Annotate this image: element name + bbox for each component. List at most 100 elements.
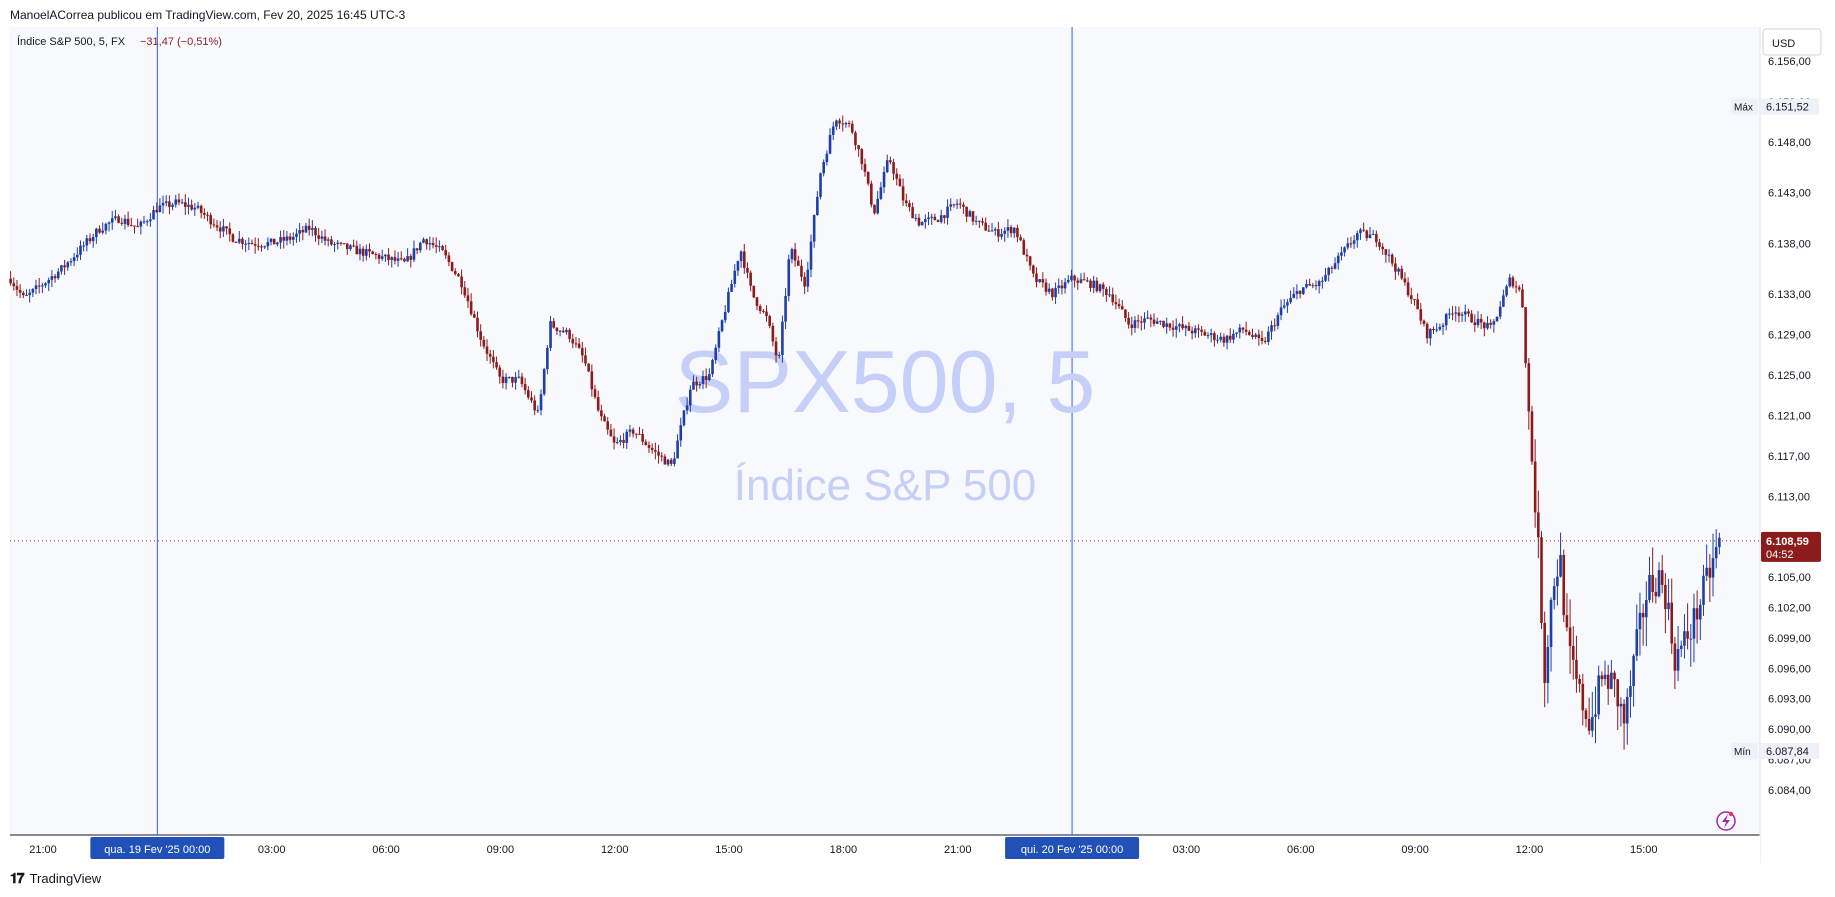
legend[interactable]: Índice S&P 500, 5, FX −31,47 (−0,51%) <box>17 35 222 48</box>
candle-453 <box>1448 308 1451 319</box>
candle-354 <box>1133 316 1137 333</box>
candle-390 <box>1247 330 1251 336</box>
candle-456 <box>1457 306 1461 323</box>
candle-290 <box>930 213 933 225</box>
candle-319 <box>1022 238 1026 256</box>
candle-371 <box>1187 321 1191 332</box>
candle-188 <box>606 417 610 435</box>
candle-175 <box>565 327 568 335</box>
candle-514 <box>1641 603 1645 646</box>
candle-83 <box>272 238 276 245</box>
candle-59 <box>196 201 200 210</box>
candle-527 <box>1683 613 1686 659</box>
candle-347 <box>1111 287 1115 306</box>
candle-434 <box>1387 248 1391 263</box>
candle-366 <box>1171 320 1175 337</box>
candle-525 <box>1676 626 1680 681</box>
candle-147 <box>476 311 479 338</box>
candle-202 <box>650 443 654 454</box>
legend-symbol[interactable]: Índice S&P 500, 5, FX <box>17 35 126 48</box>
candle-193 <box>622 432 625 449</box>
candle-351 <box>1124 309 1127 322</box>
candle-480 <box>1533 439 1537 528</box>
candle-86 <box>282 230 286 249</box>
candle-222 <box>714 344 718 364</box>
candle-379 <box>1213 331 1216 347</box>
candle-515 <box>1645 581 1648 647</box>
candle-292 <box>936 219 940 223</box>
day-badge-0 <box>90 837 225 859</box>
chart-area[interactable]: SPX500, 5 Índice S&P 500 Índice S&P 500,… <box>0 27 1835 863</box>
candle-184 <box>593 384 597 400</box>
flash-icon[interactable] <box>1716 811 1736 831</box>
candle-79 <box>260 244 263 252</box>
candle-47 <box>158 198 162 213</box>
currency-box[interactable] <box>1762 28 1822 56</box>
candle-227 <box>730 279 733 293</box>
candle-158 <box>511 376 514 388</box>
candle-194 <box>625 429 629 450</box>
candle-312 <box>1000 228 1003 240</box>
candle-143 <box>463 280 467 298</box>
publisher-line: ManoelACorrea publicou em TradingView.co… <box>10 8 406 22</box>
candle-42 <box>142 215 146 224</box>
candle-401 <box>1282 299 1286 310</box>
candle-252 <box>809 234 813 278</box>
candle-299 <box>958 198 962 209</box>
candle-349 <box>1117 298 1121 309</box>
candle-520 <box>1660 555 1664 594</box>
candle-373 <box>1194 325 1197 338</box>
candle-240 <box>771 322 775 347</box>
candle-300 <box>962 201 965 214</box>
candle-444 <box>1419 303 1423 325</box>
y-tick-label-10: 6.121,00 <box>1768 410 1811 422</box>
candle-167 <box>539 389 543 416</box>
candle-282 <box>904 193 908 207</box>
candle-428 <box>1368 227 1372 239</box>
candle-380 <box>1216 334 1219 344</box>
y-tick-label-8: 6.113,00 <box>1768 491 1810 503</box>
tradingview-logo[interactable]: 𝟏𝟕 TradingView <box>10 870 101 887</box>
candle-487 <box>1556 559 1559 606</box>
candle-395 <box>1263 336 1267 344</box>
candle-185 <box>596 390 600 412</box>
candle-421 <box>1346 237 1350 250</box>
candle-73 <box>241 237 244 250</box>
y-tick-label-12: 6.129,00 <box>1768 329 1811 341</box>
candle-343 <box>1098 283 1102 293</box>
candle-49 <box>164 195 168 207</box>
candle-526 <box>1679 640 1683 658</box>
price-axis[interactable]: 6.084,006.087,006.090,006.093,006.096,00… <box>1768 56 1811 797</box>
candle-110 <box>358 243 362 261</box>
candle-43 <box>145 219 149 227</box>
candle-536 <box>1711 533 1715 597</box>
candle-117 <box>380 249 384 261</box>
candle-322 <box>1032 264 1035 278</box>
candle-306 <box>981 217 984 226</box>
time-axis[interactable]: 21:00 03:00 06:00 09:00 12:00 15:00 18:00 21:00… <box>29 837 1658 859</box>
candle-446 <box>1425 322 1429 344</box>
candle-236 <box>758 304 762 315</box>
candle-21 <box>76 247 79 262</box>
candle-297 <box>952 203 956 208</box>
candle-521 <box>1664 573 1667 634</box>
candle-122 <box>396 251 400 267</box>
candle-92 <box>301 226 305 241</box>
max-min-markers: Máx 6.151,52 Mín 6.087,84 <box>1731 98 1819 759</box>
candle-406 <box>1298 290 1302 299</box>
candle-496 <box>1584 708 1588 728</box>
candle-246 <box>790 247 794 264</box>
y-tick-label-11: 6.125,00 <box>1768 370 1811 382</box>
candle-502 <box>1603 660 1607 686</box>
candle-8 <box>34 279 38 295</box>
candle-44 <box>149 213 152 227</box>
candle-454 <box>1451 305 1454 321</box>
candle-280 <box>898 174 902 187</box>
candle-219 <box>704 368 708 389</box>
candle-71 <box>234 241 238 243</box>
candle-201 <box>647 441 651 454</box>
candle-112 <box>365 244 368 261</box>
candlestick-chart[interactable]: SPX500, 5 Índice S&P 500 Índice S&P 500,… <box>0 27 1835 863</box>
candle-30 <box>104 222 108 235</box>
candle-224 <box>720 319 724 333</box>
